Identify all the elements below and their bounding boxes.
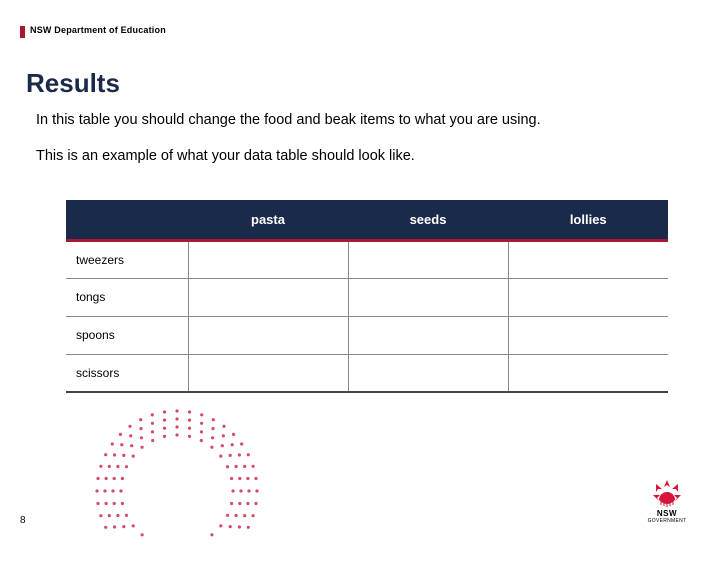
body-line-1: In this table you should change the food… [36,112,541,128]
table-cell [348,240,508,278]
results-table: pasta seeds lollies tweezers tongs spoon… [66,200,668,393]
table-cell [188,278,348,316]
table-cell [188,240,348,278]
table-cell [348,354,508,392]
table-cell [348,278,508,316]
table-col-1: seeds [348,200,508,240]
table-cell [508,354,668,392]
table-cell [348,316,508,354]
table-cell [508,240,668,278]
page-number: 8 [20,515,26,526]
accent-bar [20,26,25,38]
table-cell [508,316,668,354]
table-col-2: lollies [508,200,668,240]
table-cell [508,278,668,316]
table-col-0: pasta [188,200,348,240]
decorative-dot-arc [92,406,262,576]
table-rowhdr-0: tweezers [66,240,188,278]
body-line-2: This is an example of what your data tab… [36,148,415,164]
table-rowhdr-1: tongs [66,278,188,316]
page-title: Results [26,68,120,99]
logo-subtext: GOVERNMENT [638,518,696,524]
table-rowhdr-3: scissors [66,354,188,392]
table-header-blank [66,200,188,240]
department-label: NSW Department of Education [30,25,166,35]
nsw-gov-logo: NSW GOVERNMENT [638,478,696,524]
waratah-icon [647,478,687,508]
logo-text: NSW [638,509,696,518]
table-cell [188,354,348,392]
table-cell [188,316,348,354]
table-rowhdr-2: spoons [66,316,188,354]
